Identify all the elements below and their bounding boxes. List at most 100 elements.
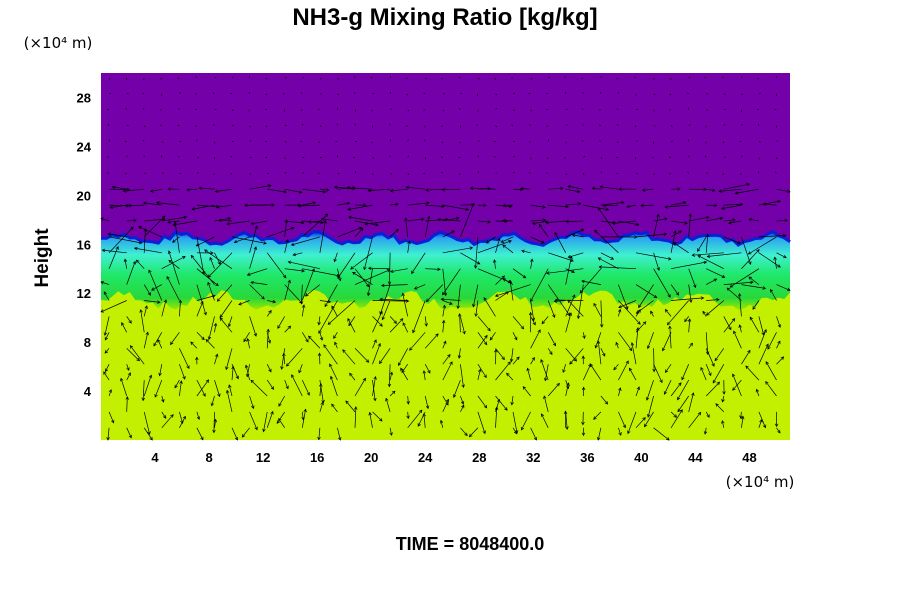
wind-vector xyxy=(688,318,691,333)
wind-vector xyxy=(124,259,128,269)
wind-vector-head xyxy=(749,316,753,321)
wind-vector xyxy=(123,188,145,192)
wind-vector xyxy=(705,411,710,418)
wind-vector xyxy=(348,216,373,222)
wind-vector-head xyxy=(321,399,325,404)
wind-vector-head xyxy=(168,259,173,264)
wind-vector-head xyxy=(741,415,745,420)
wind-vector xyxy=(687,171,689,174)
wind-vector-head xyxy=(731,318,736,322)
wind-vector-head xyxy=(622,424,626,429)
wind-vector-head xyxy=(253,246,258,250)
wind-vector xyxy=(126,219,137,222)
wind-vector xyxy=(527,368,531,381)
wind-vector-head xyxy=(329,375,334,380)
wind-vector-head xyxy=(468,433,473,438)
wind-vector-head xyxy=(637,309,641,313)
wind-vector-head xyxy=(449,361,453,365)
wind-vector-head xyxy=(244,364,249,369)
wind-vector xyxy=(229,92,233,95)
wind-vector-head xyxy=(637,321,641,325)
wind-vector xyxy=(103,371,110,381)
wind-vector xyxy=(284,124,287,126)
wind-vector-head xyxy=(270,410,274,415)
wind-vector-head xyxy=(144,305,148,309)
wind-vector-head xyxy=(662,347,666,352)
wind-vector xyxy=(143,427,153,441)
wind-vector-head xyxy=(103,332,108,336)
wind-vector xyxy=(121,322,128,333)
wind-vector-head xyxy=(205,338,210,343)
wind-vector xyxy=(565,294,576,317)
wind-vector xyxy=(495,395,508,411)
wind-vector-head xyxy=(395,202,399,207)
wind-vector xyxy=(284,239,289,253)
wind-vector xyxy=(477,220,491,223)
wind-vector xyxy=(276,411,285,424)
wind-vector xyxy=(459,141,461,144)
wind-vector-head xyxy=(560,186,564,191)
wind-vector-head xyxy=(625,360,629,364)
wind-vector xyxy=(653,77,655,80)
wind-vector-head xyxy=(497,237,501,242)
wind-vector-head xyxy=(473,265,478,269)
wind-vector xyxy=(213,173,215,176)
wind-vector xyxy=(579,268,602,294)
wind-vector xyxy=(230,173,233,175)
wind-vector-head xyxy=(347,317,351,322)
wind-vector-head xyxy=(582,335,586,340)
wind-vector-head xyxy=(107,232,111,236)
wind-vector-head xyxy=(748,217,753,222)
wind-vector xyxy=(284,325,291,333)
wind-vector-head xyxy=(562,369,566,373)
wind-vector xyxy=(600,157,603,160)
wind-vector xyxy=(705,141,707,144)
wind-vector-head xyxy=(172,222,177,227)
wind-vector-head xyxy=(673,230,677,234)
wind-vector xyxy=(284,141,287,143)
wind-vector xyxy=(721,420,725,428)
wind-vector xyxy=(477,411,486,434)
wind-vector-head xyxy=(664,205,668,209)
wind-vector-head xyxy=(715,403,719,407)
wind-vector-head xyxy=(577,202,582,206)
wind-vector-head xyxy=(567,184,571,189)
wind-vector-head xyxy=(238,302,242,306)
wind-vector xyxy=(442,399,449,413)
wind-vector xyxy=(776,316,781,328)
wind-vector-head xyxy=(261,296,265,300)
wind-vector-head xyxy=(250,379,254,384)
wind-vector-head xyxy=(413,286,418,290)
wind-vector xyxy=(110,204,127,208)
wind-vector xyxy=(196,295,216,301)
wind-vector-head xyxy=(440,297,445,302)
wind-vector xyxy=(615,342,619,349)
wind-vector xyxy=(460,364,464,388)
wind-vector-head xyxy=(276,420,280,424)
wind-vector-head xyxy=(287,279,291,284)
wind-vector-head xyxy=(442,304,447,309)
wind-vector-head xyxy=(212,429,216,434)
wind-vector xyxy=(125,107,128,110)
wind-vector-head xyxy=(417,423,421,427)
wind-vector xyxy=(126,427,132,438)
wind-vector xyxy=(216,204,233,208)
wind-vector-head xyxy=(292,252,297,257)
wind-vector xyxy=(671,201,686,206)
wind-vector-head xyxy=(209,256,213,261)
wind-vector-head xyxy=(290,226,295,231)
wind-vector xyxy=(214,419,217,428)
wind-vector xyxy=(546,268,584,274)
wind-vector-head xyxy=(702,310,706,315)
wind-vector xyxy=(173,220,197,226)
wind-vector-head xyxy=(425,188,429,192)
wind-vector-head xyxy=(342,349,346,353)
wind-vector xyxy=(688,392,694,412)
wind-vector-head xyxy=(472,303,476,308)
wind-vector xyxy=(776,75,778,78)
wind-vector-head xyxy=(642,321,647,325)
wind-vector-head xyxy=(186,188,190,192)
wind-vector xyxy=(565,173,568,175)
wind-vector xyxy=(634,125,637,128)
wind-vector-head xyxy=(777,429,781,434)
